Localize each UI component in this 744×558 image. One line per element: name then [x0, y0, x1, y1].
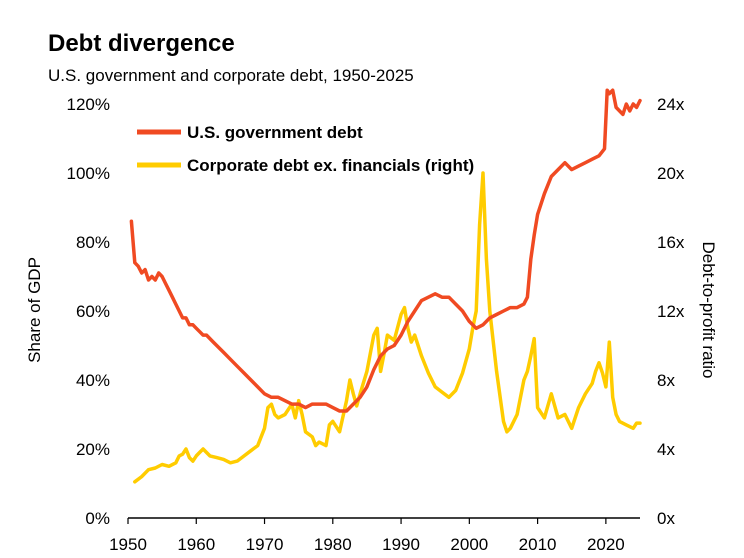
x-tick-label: 2000	[450, 535, 488, 554]
y2-tick-label: 0x	[657, 509, 675, 528]
y-tick-label: 100%	[67, 164, 110, 183]
y2-tick-label: 20x	[657, 164, 685, 183]
corporate-debt-line	[133, 171, 642, 484]
government-debt-line	[129, 88, 642, 413]
y2-tick-label: 24x	[657, 95, 685, 114]
x-tick-label: 1950	[109, 535, 147, 554]
y-tick-label: 20%	[76, 440, 110, 459]
series-lines	[129, 88, 642, 484]
y-axis-label: Share of GDP	[25, 257, 44, 363]
x-tick-label: 1970	[246, 535, 284, 554]
x-tick-label: 2020	[587, 535, 625, 554]
y2-axis-label: Debt-to-profit ratio	[699, 242, 718, 379]
axes: 1950 1960 1970 1980 1990 2000 2010 2020 0% 20% 40%…	[67, 95, 685, 554]
y-tick-label: 0%	[85, 509, 110, 528]
chart-title: Debt divergence	[48, 30, 235, 57]
legend-label: U.S. government debt	[187, 123, 363, 142]
legend-label: Corporate debt ex. financials (right)	[187, 156, 474, 175]
y2-tick-label: 8x	[657, 371, 675, 390]
y-tick-label: 40%	[76, 371, 110, 390]
y-tick-label: 60%	[76, 302, 110, 321]
y2-tick-label: 12x	[657, 302, 685, 321]
x-tick-label: 1990	[382, 535, 420, 554]
x-tick-label: 2010	[519, 535, 557, 554]
x-tick-label: 1960	[177, 535, 215, 554]
y-tick-label: 80%	[76, 233, 110, 252]
chart-subtitle: U.S. government and corporate debt, 1950…	[48, 66, 414, 85]
y2-tick-label: 4x	[657, 440, 675, 459]
y2-tick-label: 16x	[657, 233, 685, 252]
legend: U.S. government debt Corporate debt ex. f…	[137, 123, 474, 175]
y-tick-label: 120%	[67, 95, 110, 114]
x-tick-label: 1980	[314, 535, 352, 554]
